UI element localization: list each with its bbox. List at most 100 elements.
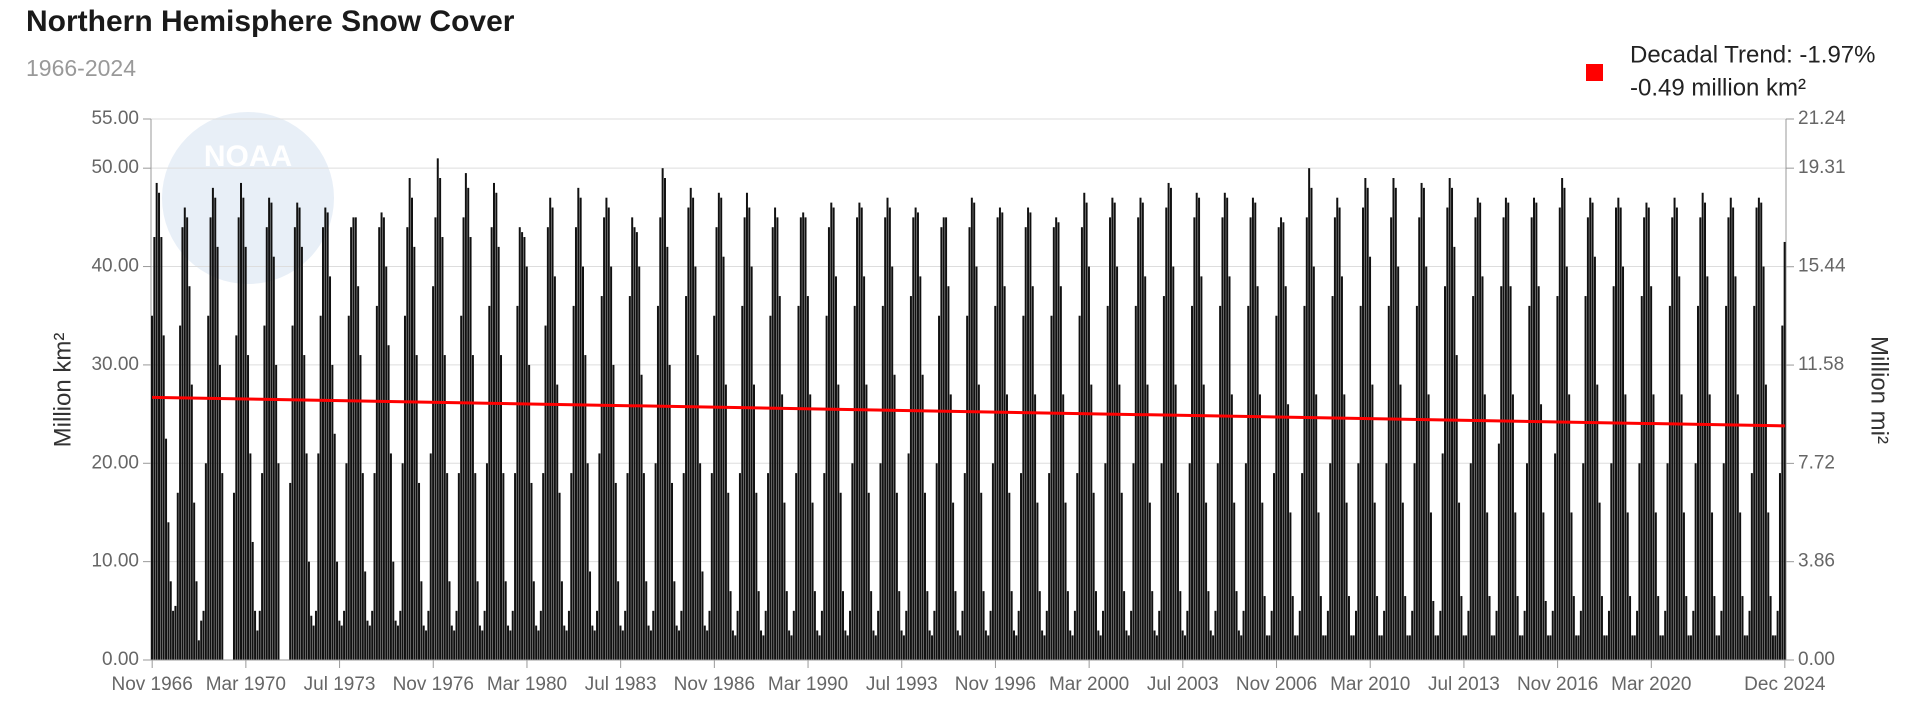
bar <box>1664 610 1667 660</box>
bar <box>502 473 505 660</box>
bar <box>1308 168 1311 660</box>
bar <box>907 453 910 660</box>
bar <box>1031 286 1034 660</box>
bar <box>1055 217 1058 660</box>
bar <box>745 192 748 661</box>
bar <box>750 266 753 660</box>
bar <box>359 355 362 660</box>
bar <box>973 202 976 661</box>
bar <box>1657 596 1660 660</box>
bar <box>1094 591 1097 660</box>
bar <box>579 197 582 660</box>
bar <box>980 492 983 660</box>
bar <box>485 463 488 660</box>
bar <box>392 561 395 660</box>
bar <box>514 473 517 660</box>
bar <box>265 227 268 660</box>
bar <box>382 217 385 660</box>
bar <box>1277 227 1280 660</box>
bar <box>1528 305 1531 660</box>
bar <box>1722 463 1725 660</box>
bar <box>874 635 877 660</box>
bar <box>1078 315 1081 660</box>
bar <box>162 335 165 660</box>
bar <box>888 207 891 660</box>
bar <box>612 364 615 660</box>
bar <box>1739 512 1742 660</box>
bar <box>1139 197 1142 660</box>
bar <box>1760 202 1763 661</box>
bar <box>1015 635 1018 660</box>
bar <box>1570 512 1573 660</box>
bar <box>453 630 456 660</box>
bar <box>1076 473 1079 660</box>
bar <box>232 492 235 660</box>
bar <box>865 384 868 660</box>
bar <box>1144 276 1147 660</box>
bar <box>1404 596 1407 660</box>
bar <box>211 187 214 660</box>
bar <box>1301 473 1304 660</box>
bar <box>247 355 250 660</box>
bar <box>1767 512 1770 660</box>
bar <box>1153 630 1156 660</box>
bar <box>319 315 322 660</box>
bar <box>174 605 177 660</box>
bar <box>1038 591 1041 660</box>
bar <box>731 630 734 660</box>
bar <box>959 635 962 660</box>
bar <box>984 630 987 660</box>
bar <box>1727 217 1730 660</box>
bar <box>1467 610 1470 660</box>
bar <box>1783 241 1786 661</box>
bar <box>1685 596 1688 660</box>
bar <box>324 207 327 660</box>
bar <box>776 217 779 660</box>
bar <box>1331 296 1334 660</box>
bar <box>1427 394 1430 660</box>
bar <box>446 473 449 660</box>
bar <box>1622 266 1625 660</box>
bar <box>340 625 343 660</box>
bar <box>1521 635 1524 660</box>
bar <box>197 640 200 660</box>
y-tick-label: 20.00 <box>91 452 139 473</box>
bar <box>1165 207 1168 660</box>
bar <box>1287 404 1290 660</box>
bar <box>1654 512 1657 660</box>
legend-swatch <box>1586 64 1603 81</box>
bar <box>663 178 666 660</box>
bar <box>1666 463 1669 660</box>
bar <box>701 571 704 660</box>
bar <box>916 212 919 661</box>
bar <box>188 286 191 660</box>
bar <box>1746 635 1749 660</box>
bar <box>1523 610 1526 660</box>
bar <box>970 197 973 660</box>
bar <box>792 610 795 660</box>
bar <box>317 453 320 660</box>
bar <box>432 286 435 660</box>
bar <box>1502 217 1505 660</box>
bar <box>605 197 608 660</box>
bar <box>474 473 477 660</box>
bar <box>802 212 805 661</box>
y-tick-label: 0.00 <box>102 649 139 670</box>
bar <box>1221 217 1224 660</box>
bar <box>176 492 179 660</box>
bar <box>544 325 547 660</box>
bar <box>949 394 952 660</box>
bar <box>774 207 777 660</box>
chart-subtitle: 1966-2024 <box>26 55 136 81</box>
bar <box>1652 394 1655 660</box>
bar <box>165 438 168 660</box>
bar <box>1514 512 1517 660</box>
bar <box>1453 246 1456 660</box>
bar <box>1048 473 1051 660</box>
bar <box>1125 630 1128 660</box>
bar <box>947 286 950 660</box>
bar <box>1429 512 1432 660</box>
bar <box>1347 596 1350 660</box>
bar <box>563 625 566 660</box>
bar <box>249 453 252 660</box>
